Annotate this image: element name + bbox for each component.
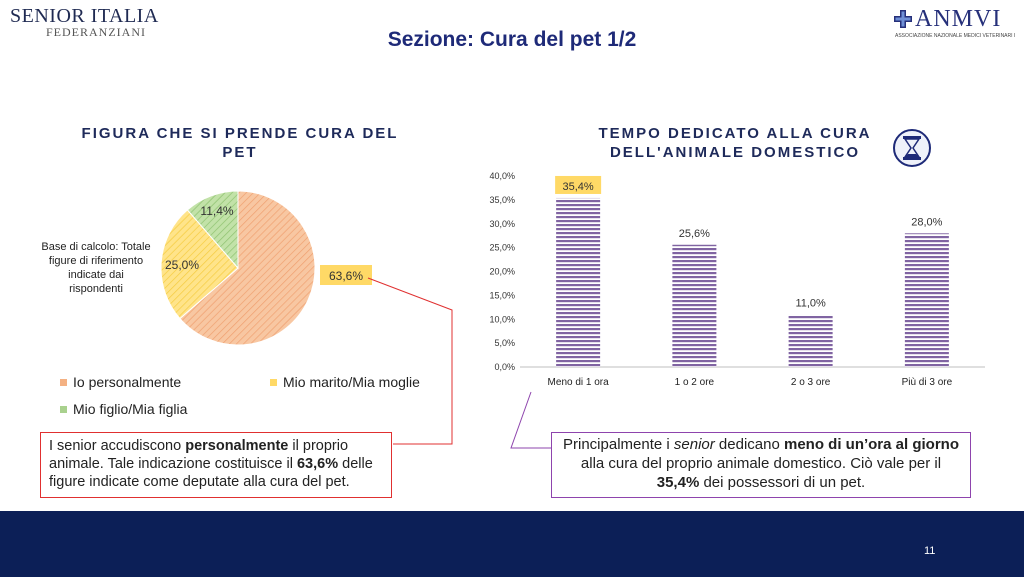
y-tick-label: 0,0% <box>494 362 515 372</box>
pie-data-label: 11,4% <box>200 204 233 218</box>
y-tick-label: 40,0% <box>489 171 515 181</box>
pie-data-label: 63,6% <box>329 269 363 283</box>
legend-label: Io personalmente <box>73 374 182 390</box>
box-text: Principalmente i <box>563 436 674 453</box>
x-category-label: Meno di 1 ora <box>548 377 610 388</box>
legend-item-mio-marito: Mio marito/Mia moglie <box>270 374 420 390</box>
x-category-label: Più di 3 ore <box>902 377 953 388</box>
page-number: 11 <box>924 545 936 557</box>
y-tick-label: 10,0% <box>489 314 515 324</box>
connector-red-line <box>367 277 453 445</box>
logo-left-line1: SENIOR ITALIA <box>10 5 159 27</box>
bar-label-highlight <box>555 175 602 194</box>
bar <box>904 233 949 367</box>
pie-slice <box>179 190 316 346</box>
box-italic: senior <box>673 436 715 453</box>
legend-label: Mio figlio/Mia figlia <box>73 401 188 417</box>
y-tick-label: 15,0% <box>489 290 515 300</box>
y-tick-label: 30,0% <box>489 219 515 229</box>
bar-data-label: 35,4% <box>563 181 594 193</box>
box-bold: 63,6% <box>296 456 339 472</box>
legend-item-io-personalmente: Io personalmente <box>60 374 181 390</box>
box-bold: 35,4% <box>656 474 700 491</box>
logo-right-brand: ANMVI <box>915 6 1002 32</box>
hourglass-icon <box>893 129 931 167</box>
anmvi-logo: ANMVI ASSOCIAZIONE NAZIONALE MEDICI VETE… <box>893 6 1015 42</box>
bar <box>672 244 717 367</box>
pie-chart-title: FIGURA CHE SI PRENDE CURA DEL PET <box>81 125 399 161</box>
bar-data-label: 11,0% <box>795 297 826 309</box>
logo-right-sub: ASSOCIAZIONE NAZIONALE MEDICI VETERINARI… <box>895 33 1015 39</box>
box-text: I senior accudiscono <box>49 438 186 454</box>
right-insight-box: Principalmente i senior dedicano meno di… <box>551 432 971 498</box>
senior-italia-logo: SENIOR ITALIA FEDERANZIANI <box>10 6 160 40</box>
legend-swatch <box>60 378 67 386</box>
legend-label: Mio marito/Mia moglie <box>283 374 420 390</box>
x-category-label: 1 o 2 ore <box>675 377 715 388</box>
bar-data-label: 28,0% <box>911 216 942 228</box>
pie-base-note: Base di calcolo: Totale figure di riferi… <box>41 241 151 295</box>
y-tick-label: 35,0% <box>489 195 515 205</box>
pie-slice <box>186 190 239 270</box>
page-title: Sezione: Cura del pet 1/2 <box>387 28 637 51</box>
box-bold: meno di un’ora al giorno <box>783 436 959 453</box>
cross-icon <box>894 10 912 28</box>
legend-swatch <box>60 405 67 413</box>
bar-chart-title: TEMPO DEDICATO ALLA CURA DELL'ANIMALE DO… <box>598 125 872 161</box>
legend-item-mio-figlio: Mio figlio/Mia figlia <box>60 401 187 417</box>
y-tick-label: 5,0% <box>494 338 515 348</box>
logo-left-line2: FEDERANZIANI <box>46 25 146 39</box>
box-text: il proprio animale. Tale indicazione cos… <box>49 438 349 472</box>
bar <box>788 314 833 367</box>
pie-data-label: 25,0% <box>165 258 199 272</box>
y-tick-label: 25,0% <box>489 243 515 253</box>
pie-label-highlight <box>320 265 372 285</box>
box-text: dedicano <box>714 436 784 453</box>
pie-slice <box>160 209 239 320</box>
box-text: delle figure indicate come deputate alla… <box>49 456 373 490</box>
box-bold: personalmente <box>185 438 289 454</box>
footer-bar <box>0 511 1024 577</box>
y-tick-label: 20,0% <box>489 267 515 277</box>
bar <box>556 197 601 367</box>
x-category-label: 2 o 3 ore <box>791 377 831 388</box>
left-insight-box: I senior accudiscono personalmente il pr… <box>40 432 392 498</box>
box-text: alla cura del proprio animale domestico.… <box>580 455 942 472</box>
bar-data-label: 25,6% <box>679 228 710 240</box>
legend-swatch <box>270 378 277 386</box>
connector-purple-line <box>510 391 552 449</box>
box-text: dei possessori di un pet. <box>699 474 866 491</box>
